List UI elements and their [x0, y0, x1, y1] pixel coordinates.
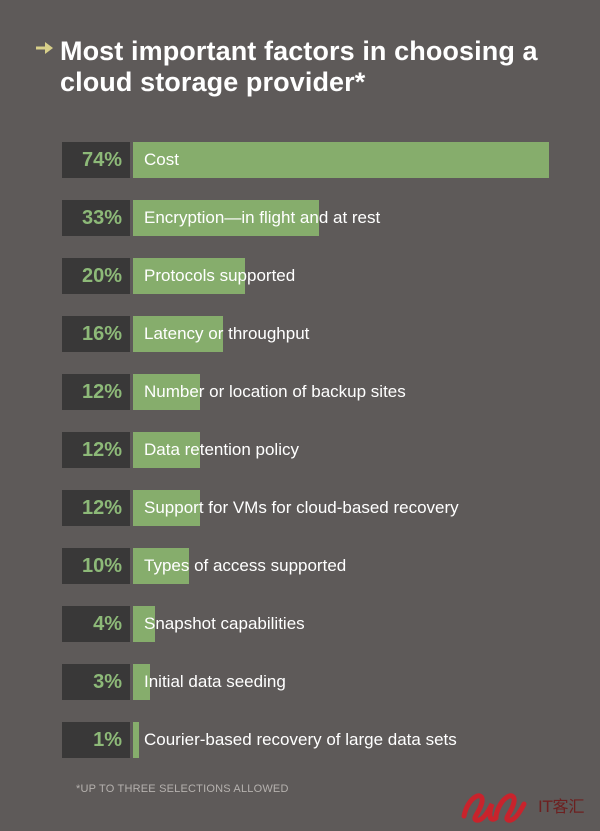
- bar: [133, 142, 549, 178]
- bar-value-label: 1%: [62, 722, 130, 758]
- bar-row: 1% Courier-based recovery of large data s…: [62, 722, 562, 758]
- bar-row: 20% Protocols supported: [62, 258, 562, 294]
- bar-value-label: 33%: [62, 200, 130, 236]
- bar: [133, 432, 201, 468]
- bar-value-label: 4%: [62, 606, 130, 642]
- bar-value-label: 12%: [62, 432, 130, 468]
- bar-category-label: Protocols supported: [144, 266, 296, 285]
- bar-row: 10% Types of access supported: [62, 548, 562, 584]
- bar-row: 33% Encryption—in flight and at rest: [62, 200, 562, 236]
- bar-category-label: Encryption—in flight and at rest: [144, 208, 381, 227]
- bar: [133, 200, 319, 236]
- bar-value-label: 16%: [62, 316, 130, 352]
- bar-category-label: Data retention policy: [144, 440, 299, 459]
- bar-category-label: Support for VMs for cloud-based recovery: [144, 498, 459, 517]
- bar: [133, 316, 223, 352]
- bar-value-label: 10%: [62, 548, 130, 584]
- footnote: *UP TO THREE SELECTIONS ALLOWED: [76, 783, 289, 795]
- bar-value-label: 12%: [62, 490, 130, 526]
- svg-text:IT客汇: IT客汇: [538, 797, 585, 816]
- bar-value-label: 3%: [62, 664, 130, 700]
- bar-value-label: 12%: [62, 374, 130, 410]
- bar-value-label: 74%: [62, 142, 130, 178]
- bar: [133, 606, 156, 642]
- bar-category-label: Number or location of backup sites: [144, 382, 406, 401]
- bar: [133, 374, 201, 410]
- bar-row: 12% Support for VMs for cloud-based recov…: [62, 490, 562, 526]
- page-title: Most important factors in choosing a clo…: [60, 36, 538, 97]
- bar-category-label: Cost: [144, 150, 179, 169]
- bar-category-label: Types of access supported: [144, 556, 347, 575]
- bar-category-label: Initial data seeding: [144, 672, 286, 691]
- arrow-right-icon: [36, 42, 53, 54]
- bar-category-label: Snapshot capabilities: [144, 614, 305, 633]
- bar-chart: 74% Cost 33% Encryption—in flight and at re…: [62, 142, 562, 762]
- bar-value-label: 20%: [62, 258, 130, 294]
- bar: [133, 258, 246, 294]
- watermark-logo: IT客汇: [461, 793, 585, 823]
- bar-category-label: Courier-based recovery of large data set…: [144, 730, 457, 749]
- bar: [133, 490, 201, 526]
- bar-row: 12% Data retention policy: [62, 432, 562, 468]
- bar: [133, 722, 139, 758]
- bar-category-label: Latency or throughput: [144, 324, 310, 343]
- bar-row: 4% Snapshot capabilities: [62, 606, 562, 642]
- bar: [133, 664, 150, 700]
- bar-row: 12% Number or location of backup sites: [62, 374, 562, 410]
- bar-row: 74% Cost: [62, 142, 562, 178]
- bar-row: 3% Initial data seeding: [62, 664, 562, 700]
- bar: [133, 548, 190, 584]
- bar-row: 16% Latency or throughput: [62, 316, 562, 352]
